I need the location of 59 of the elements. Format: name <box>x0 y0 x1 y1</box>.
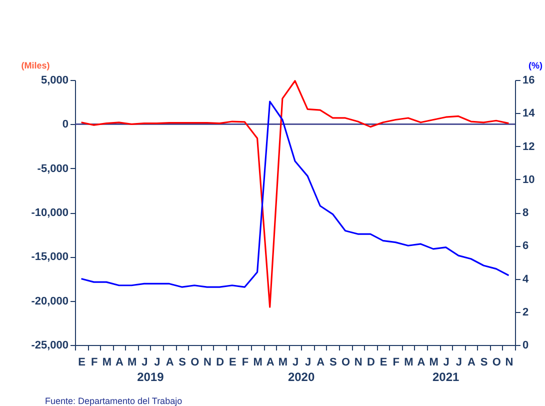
x-tick-label: M <box>127 356 137 368</box>
x-tick-label: A <box>316 356 325 368</box>
x-tick-label: O <box>190 356 200 368</box>
x-tick-label: S <box>480 356 488 368</box>
y-tick-label: -15,000 <box>31 251 68 264</box>
x-tick-label: D <box>216 356 224 368</box>
x-tick-label: J <box>154 356 160 368</box>
y-tick-label: -25,000 <box>31 340 68 352</box>
x-tick-label: F <box>90 356 98 368</box>
y2-tick-label: 8 <box>522 207 529 219</box>
x-tick-label: A <box>266 356 274 368</box>
x-tick-label: M <box>278 356 288 368</box>
x-tick-label: A <box>116 356 124 368</box>
text: 2019 <box>137 370 164 384</box>
x-tick-label: M <box>404 356 414 368</box>
x-tick-label: O <box>492 356 502 368</box>
line-series <box>80 80 510 308</box>
x-tick-label: M <box>253 356 262 368</box>
x-tick-label: O <box>342 356 351 368</box>
x-tick-label: M <box>429 356 438 368</box>
y2-tick-label: 10 <box>522 174 535 186</box>
y-tick-label: -20,000 <box>31 295 68 308</box>
x-tick-label: J <box>443 356 450 368</box>
x-tick-label: J <box>305 356 312 368</box>
y-tick-label: -10,000 <box>31 207 68 219</box>
x-tick-label: M <box>102 356 112 368</box>
y-axis-title: (Miles) <box>21 60 50 70</box>
x-tick-label: A <box>417 356 426 368</box>
x-tick-label: N <box>204 356 212 368</box>
x-tick-label: J <box>456 356 462 368</box>
x-tick-label: A <box>468 356 476 368</box>
x-tick-label: S <box>330 356 337 368</box>
x-tick-label: J <box>292 356 299 368</box>
y2-tick-label: 14 <box>522 108 536 120</box>
y2-tick-label: 16 <box>522 74 535 86</box>
source-note: Fuente: Departamento del Trabajo <box>45 396 182 406</box>
text: 2021 <box>432 370 460 384</box>
x-tick-label: F <box>242 356 249 368</box>
y2-tick-label: 0 <box>522 340 529 352</box>
y-tick-label: -5,000 <box>37 162 68 175</box>
y2-tick-label: 6 <box>522 240 529 252</box>
x-tick-label: N <box>354 356 362 368</box>
x-tick-label: A <box>166 356 174 368</box>
x-tick-label: E <box>228 356 236 368</box>
y-tick-label: 5,000 <box>40 74 68 86</box>
y2-tick-label: 12 <box>522 140 535 153</box>
x-tick-label: N <box>505 356 514 368</box>
line-series <box>80 100 510 288</box>
x-tick-label: F <box>392 356 400 368</box>
x-tick-label: S <box>178 356 186 368</box>
y2-axis-title: (%) <box>528 60 542 70</box>
y-tick-label: 0 <box>62 118 68 131</box>
x-tick-label: J <box>142 356 148 368</box>
text: 2020 <box>288 370 315 384</box>
x-tick-label: E <box>380 356 388 368</box>
x-tick-label: D <box>366 356 375 368</box>
y2-tick-label: 2 <box>522 306 529 318</box>
y2-tick-label: 4 <box>522 273 530 286</box>
x-tick-label: E <box>78 356 86 368</box>
